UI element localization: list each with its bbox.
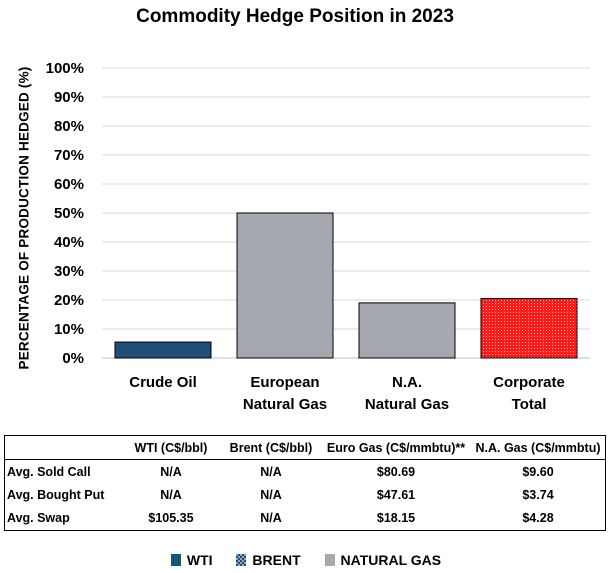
- y-tick-label: 90%: [54, 89, 84, 106]
- y-tick-label: 80%: [54, 118, 84, 135]
- chart-title: Commodity Hedge Position in 2023: [136, 6, 454, 27]
- bar: [480, 298, 578, 359]
- table-cell: N/A: [260, 510, 282, 525]
- x-category-label: Crude Oil: [129, 374, 197, 391]
- legend-swatch-wti: [170, 554, 181, 566]
- y-axis-label: PERCENTAGE OF PRODUCTION HEDGED (%): [16, 66, 32, 370]
- bar-chart: 0% 10% 20% 30% 40% 50% 60% 70% 80% 90% 100%: [46, 60, 590, 367]
- table-cell: $47.61: [376, 487, 416, 502]
- bar: [358, 302, 456, 359]
- table-cell: $80.69: [376, 464, 416, 479]
- hedge-table: WTI (C$/bbl) Brent (C$/bbl) Euro Gas (C$…: [4, 435, 606, 531]
- legend-item-brent: BRENT: [236, 552, 301, 568]
- y-tick-labels: 0% 10% 20% 30% 40% 50% 60% 70% 80% 90% 100%: [46, 60, 84, 367]
- table-header: N.A. Gas (C$/mmbtu): [471, 436, 605, 460]
- y-tick-label: 70%: [54, 147, 84, 164]
- table-header: Euro Gas (C$/mmbtu)**: [321, 436, 471, 460]
- table-row: Avg. Swap $105.35 N/A $18.15 $4.28: [5, 506, 605, 529]
- table-row-label: Avg. Swap: [7, 510, 70, 525]
- x-category-label: N.A. Natural Gas: [364, 374, 450, 413]
- legend-label: NATURAL GAS: [340, 552, 442, 568]
- legend-label: BRENT: [252, 552, 301, 568]
- table-cell: $18.15: [376, 510, 416, 525]
- y-tick-label: 20%: [54, 292, 84, 309]
- legend-item-wti: WTI: [170, 552, 213, 568]
- table-header: Brent (C$/bbl): [221, 436, 321, 460]
- table-cell: N/A: [160, 464, 182, 479]
- y-tick-label: 100%: [46, 60, 84, 77]
- table-row-label: Avg. Bought Put: [7, 487, 105, 502]
- y-tick-label: 60%: [54, 176, 84, 193]
- y-tick-label: 0%: [62, 350, 84, 367]
- table-cell: N/A: [160, 487, 182, 502]
- bar: [114, 341, 212, 359]
- table-header: WTI (C$/bbl): [121, 436, 221, 460]
- table-cell: $105.35: [148, 510, 194, 525]
- table-row: Avg. Bought Put N/A N/A $47.61 $3.74: [5, 483, 605, 506]
- table-cell: $9.60: [522, 464, 554, 479]
- legend-swatch-brent: [236, 554, 247, 566]
- table-cell: $4.28: [522, 510, 554, 525]
- table-header: [5, 436, 121, 460]
- y-tick-label: 30%: [54, 263, 84, 280]
- legend-label: WTI: [186, 552, 213, 568]
- table-header-row: WTI (C$/bbl) Brent (C$/bbl) Euro Gas (C$…: [5, 436, 605, 460]
- legend-swatch-natural-gas: [324, 554, 335, 566]
- bars: [114, 212, 578, 359]
- y-tick-label: 10%: [54, 321, 84, 338]
- table-cell: $3.74: [522, 487, 554, 502]
- legend-item-natural-gas: NATURAL GAS: [324, 552, 442, 568]
- y-tick-label: 50%: [54, 205, 84, 222]
- x-category-label: European Natural Gas: [242, 374, 328, 413]
- table-row-label: Avg. Sold Call: [7, 464, 91, 479]
- bar: [236, 212, 334, 359]
- table-row: Avg. Sold Call N/A N/A $80.69 $9.60: [5, 460, 605, 484]
- table-cell: N/A: [260, 487, 282, 502]
- x-category-label: Corporate Total: [493, 374, 565, 413]
- y-tick-label: 40%: [54, 234, 84, 251]
- legend: WTI BRENT NATURAL GAS: [0, 552, 612, 569]
- table-cell: N/A: [260, 464, 282, 479]
